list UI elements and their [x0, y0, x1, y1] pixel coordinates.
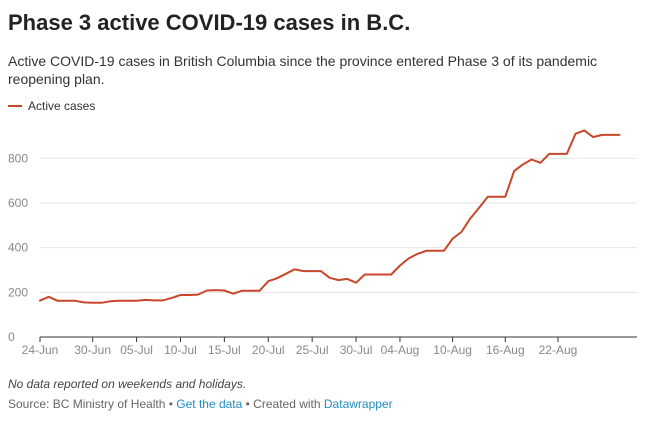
- axis-layer: 0 200 400 600 800 24-Jun 30-Jun 05-Jul 10-Jul 15-…: [8, 151, 637, 357]
- x-tick-label: 30-Jun: [74, 343, 111, 357]
- x-tick-label: 10-Jul: [164, 343, 197, 357]
- y-tick-label: 0: [8, 330, 15, 344]
- source-text: Source: BC Ministry of Health: [8, 397, 166, 411]
- x-tick-label: 24-Jun: [22, 343, 59, 357]
- y-tick-label: 600: [8, 196, 28, 210]
- legend-label: Active cases: [28, 99, 96, 113]
- x-tick-label: 22-Aug: [539, 343, 578, 357]
- y-tick-label: 400: [8, 241, 28, 255]
- x-tick-label: 20-Jul: [252, 343, 285, 357]
- chart-title: Phase 3 active COVID-19 cases in B.C.: [8, 10, 411, 35]
- chart-note: No data reported on weekends and holiday…: [8, 377, 247, 391]
- x-tick-label: 16-Aug: [486, 343, 525, 357]
- y-tick-label: 800: [8, 151, 28, 165]
- chart-footer: Source: BC Ministry of Health • Get the …: [8, 397, 393, 411]
- created-with-text: • Created with: [242, 397, 324, 411]
- get-data-link[interactable]: Get the data: [176, 397, 243, 411]
- x-tick-label: 30-Jul: [340, 343, 373, 357]
- x-tick-label: 15-Jul: [208, 343, 241, 357]
- y-tick-label: 200: [8, 285, 28, 299]
- line-layer: [39, 129, 621, 304]
- series-line-active-cases: [39, 129, 621, 304]
- x-tick-label: 04-Aug: [381, 343, 420, 357]
- x-tick-label: 25-Jul: [296, 343, 329, 357]
- datawrapper-link[interactable]: Datawrapper: [323, 397, 393, 411]
- x-tick-label: 05-Jul: [120, 343, 153, 357]
- legend: Active cases: [8, 99, 95, 113]
- legend-swatch: [8, 105, 22, 107]
- grid-layer: [40, 157, 637, 293]
- x-tick-label: 10-Aug: [433, 343, 472, 357]
- chart-subtitle: Active COVID-19 cases in British Columbi…: [8, 53, 598, 87]
- separator: •: [165, 397, 177, 411]
